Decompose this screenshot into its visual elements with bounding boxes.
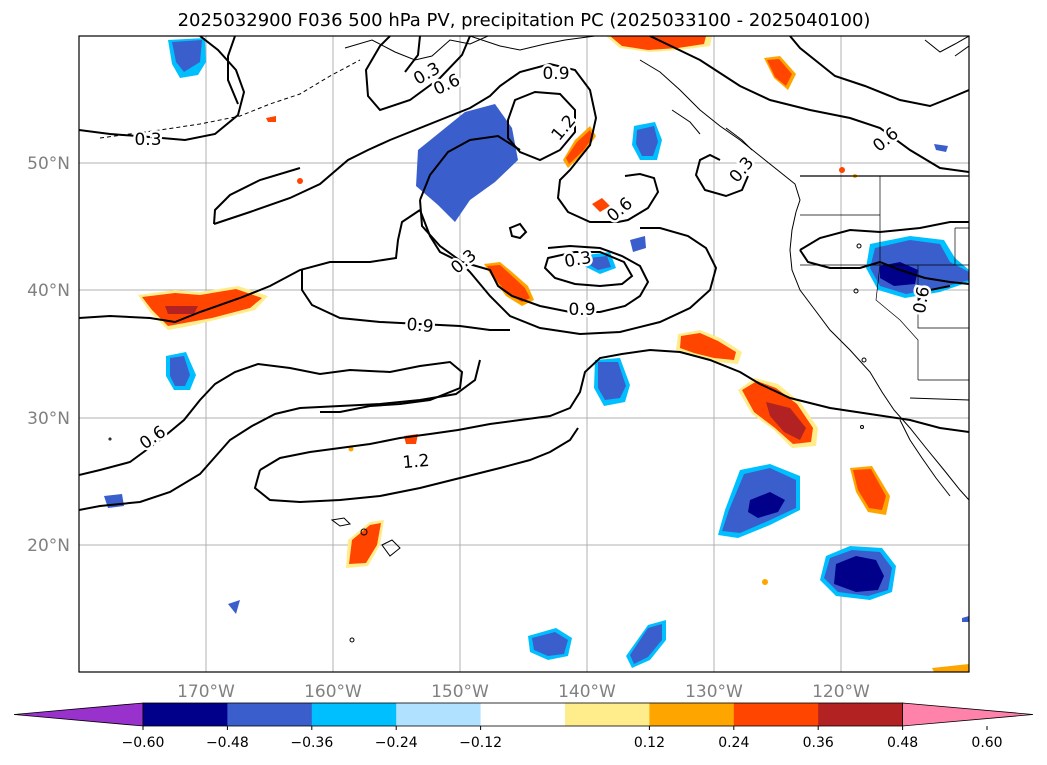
colorbar-cell (818, 703, 904, 726)
lat-tick-label: 50°N (27, 154, 70, 174)
lon-tick-labels: 170°W 160°W 150°W 140°W 130°W 120°W (177, 682, 870, 702)
contour-label: 1.2 (402, 451, 431, 473)
lon-tick-label: 120°W (812, 682, 870, 702)
colorbar-tick-label: 0.36 (803, 735, 834, 751)
colorbar: −0.60 −0.48 −0.36 −0.24 −0.12 0.12 0.24 0.36 0.4… (13, 702, 1034, 751)
aleutian-islands (99, 59, 361, 139)
contour-label: 0.9 (542, 64, 569, 84)
colorbar-tick-label: −0.36 (290, 735, 333, 751)
contour-0.9 (364, 36, 471, 112)
precip-patch-blue (416, 104, 518, 222)
lon-tick-label: 140°W (558, 682, 616, 702)
figure-title: 2025032900 F036 500 hPa PV, precipitatio… (178, 10, 871, 31)
colorbar-extend-high (902, 702, 1034, 727)
colorbar-tick-label: −0.12 (459, 735, 502, 751)
colorbar-cell (480, 703, 566, 726)
precip-patch-orange (297, 178, 303, 184)
colorbar-tick-label: −0.60 (122, 735, 165, 751)
contour-0.6-small (694, 153, 749, 198)
map-frame (78, 35, 970, 673)
baja-coast (899, 419, 951, 497)
precip-patch-blue (228, 600, 240, 614)
contour-0.6 (213, 62, 660, 225)
colorbar-cell (396, 703, 482, 726)
colorbar-frame (142, 702, 903, 727)
precip-patch-blue (934, 144, 948, 152)
colorbar-extend-low (13, 702, 144, 727)
precip-patch-orange (592, 198, 610, 212)
gulf-of-alaska-coast (469, 36, 596, 51)
colorbar-tick-label: 0.24 (718, 735, 749, 751)
contour-0.6-west (79, 360, 464, 476)
contour-label: 0.3 (134, 130, 161, 150)
contour-1.2-south (543, 251, 634, 288)
map-background (79, 36, 969, 672)
negative-precip-patches (104, 38, 969, 668)
bc-coast (639, 59, 801, 213)
state-lines (879, 176, 969, 266)
contour-0.9-south (419, 199, 650, 313)
colorbar-cell (733, 703, 819, 726)
pv-contours (79, 36, 969, 511)
contour-label: 0.9 (568, 300, 595, 320)
precip-patch-blue (962, 616, 969, 622)
precip-patch-blue (630, 236, 646, 252)
lat-tick-label: 30°N (27, 409, 70, 429)
colorbar-tick-label: −0.48 (206, 735, 249, 751)
colorbar-tick-label: 0.60 (971, 735, 1002, 751)
lon-tick-label: 160°W (304, 682, 362, 702)
hawaii-islands (330, 517, 352, 527)
lon-tick-label: 170°W (177, 682, 235, 702)
contour-0.3-south (259, 348, 969, 471)
us-west-coast (789, 211, 969, 501)
colorbar-tick-label: 0.48 (887, 735, 918, 751)
lat-tick-labels: 50°N 40°N 30°N 20°N (27, 154, 70, 556)
contour-label: 0.9 (406, 315, 435, 337)
lat-tick-label: 20°N (27, 536, 70, 556)
precip-patch-orange (932, 664, 969, 672)
colorbar-tick-label: −0.24 (375, 735, 418, 751)
colorbar-cell (143, 703, 228, 726)
colorbar-cell (565, 703, 650, 726)
colorbar-cell (311, 703, 397, 726)
lon-tick-label: 130°W (685, 682, 743, 702)
colorbar-cell (227, 703, 313, 726)
lon-tick-label: 150°W (431, 682, 489, 702)
lat-tick-label: 40°N (27, 281, 70, 301)
positive-precip-patches (138, 36, 969, 672)
map-panel: 0.30.60.91.20.30.6 0.91.20.30.90.60.30.60… (27, 35, 970, 702)
precip-patch-orange (266, 116, 276, 122)
precip-shading (104, 36, 969, 672)
colorbar-cell (649, 703, 735, 726)
colorbar-tick-label: 0.12 (634, 735, 665, 751)
